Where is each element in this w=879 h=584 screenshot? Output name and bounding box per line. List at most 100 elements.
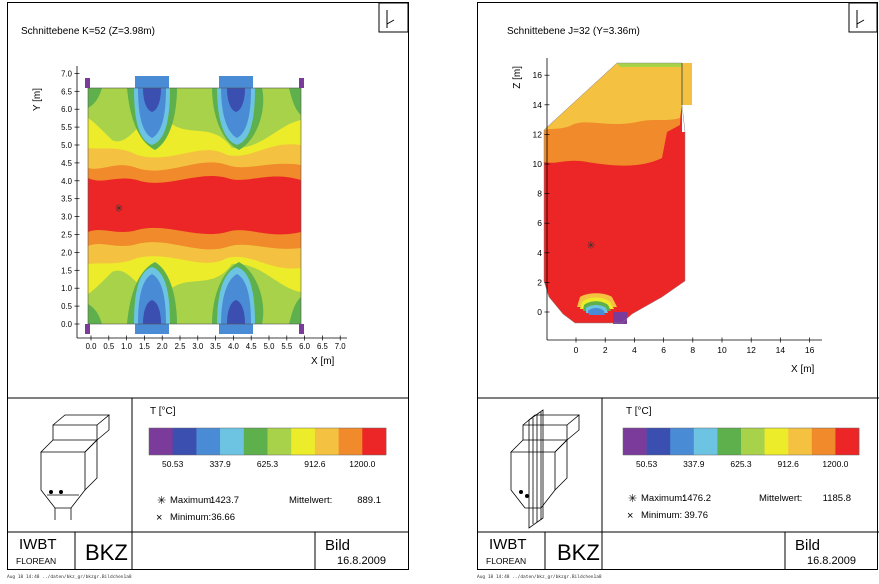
y-tick-label: 7.0 xyxy=(61,69,73,78)
maximum-value: 1476.2 xyxy=(682,493,711,504)
y-tick-label: 4 xyxy=(537,248,542,258)
legend-title: T [°C] xyxy=(626,406,652,417)
colorbar-swatch xyxy=(243,428,268,455)
x-tick-label: 4.5 xyxy=(246,342,258,351)
x-tick-label: 0.0 xyxy=(86,342,98,351)
furnace-sketch-icon xyxy=(40,414,111,520)
y-axis-label: Z [m] xyxy=(512,66,523,89)
org-iwbt: IWBT xyxy=(489,536,527,553)
heatmap-field xyxy=(543,62,692,324)
colorbar-swatch xyxy=(693,428,718,455)
y-tick-label: 3.0 xyxy=(61,213,73,222)
x-tick-label: 2.0 xyxy=(157,342,169,351)
colorbar-swatch xyxy=(314,428,339,455)
mean-label: Mittelwert: xyxy=(289,495,332,506)
x-tick-label: 6.0 xyxy=(299,342,311,351)
y-tick-label: 5.5 xyxy=(61,123,73,132)
colorbar-tick-label: 912.6 xyxy=(778,459,800,469)
y-tick-label: 1.5 xyxy=(61,266,73,275)
x-tick-label: 0.5 xyxy=(103,342,115,351)
x-tick-label: 5.5 xyxy=(281,342,293,351)
left-sheet-svg: Schnittebene K=52 (Z=3.98m) xyxy=(7,2,409,570)
y-tick-label: 0.0 xyxy=(61,320,73,329)
x-tick-label: 2.5 xyxy=(175,342,187,351)
colorbar-swatch xyxy=(670,428,695,455)
org-iwbt: IWBT xyxy=(19,536,57,553)
y-tick-label: 4.0 xyxy=(61,177,73,186)
y-tick-label: 2 xyxy=(537,277,542,287)
y-tick-label: 2.0 xyxy=(61,248,73,257)
x-tick-label: 5.0 xyxy=(264,342,276,351)
maximum-symbol: ✳ xyxy=(157,494,166,507)
x-tick-label: 7.0 xyxy=(335,342,347,351)
y-tick-label: 1.0 xyxy=(61,284,73,293)
y-tick-label: 6 xyxy=(537,218,542,228)
colorbar-swatch xyxy=(149,428,173,455)
colorbar-tick-label: 50.53 xyxy=(636,459,658,469)
right-sheet: Schnittebene J=32 (Y=3.36m) ✳ 0 2 4 6 8 10 12 1… xyxy=(477,0,879,570)
minimum-label: Minimum: xyxy=(641,510,682,521)
x-tick-label: 3.0 xyxy=(192,342,204,351)
y-tick-label: 3.5 xyxy=(61,195,73,204)
colorbar-swatch xyxy=(362,428,387,455)
legend: T [°C] 50.53 337.9 625.3 912.6 1200.0 ✳ Maxi… xyxy=(622,406,860,522)
x-tick-label: 2 xyxy=(603,345,608,355)
x-axis-label: X [m] xyxy=(311,356,335,367)
corner-box xyxy=(848,2,878,33)
colorbar-swatch xyxy=(646,428,671,455)
plot-title: Schnittebene K=52 (Z=3.98m) xyxy=(21,26,155,37)
x-tick-label: 0 xyxy=(574,345,579,355)
org-florean: FLOREAN xyxy=(16,556,56,566)
colorbar-swatch xyxy=(196,428,221,455)
colorbar-tick-label: 912.6 xyxy=(304,459,326,469)
colorbar-swatch xyxy=(338,428,363,455)
maximum-label: Maximum: xyxy=(170,495,214,506)
x-tick-label: 3.5 xyxy=(210,342,222,351)
axes-right: 0 2 4 6 8 10 12 14 16 0 2 4 6 8 10 12 14 16 xyxy=(533,58,822,355)
colorbar: 50.53 337.9 625.3 912.6 1200.0 xyxy=(148,427,387,469)
corner-axis-icon xyxy=(386,10,395,28)
y-tick-label: 6.5 xyxy=(61,87,73,96)
maximum-marker: ✳ xyxy=(114,202,123,215)
corner-box xyxy=(378,2,409,33)
x-tick-label: 12 xyxy=(746,345,756,355)
y-tick-label: 0.5 xyxy=(61,302,73,311)
mean-value: 889.1 xyxy=(357,495,381,506)
maximum-value: 1423.7 xyxy=(210,495,239,506)
minimum-value: 39.76 xyxy=(684,510,708,521)
colorbar-tick-label: 50.53 xyxy=(162,459,184,469)
x-tick-label: 1.0 xyxy=(121,342,133,351)
x-tick-label: 4 xyxy=(632,345,637,355)
colorbar-tick-label: 337.9 xyxy=(683,459,705,469)
footnote-right: Aug 18 14:48 ../daten/bkz_gr/bkzgr.Bildc… xyxy=(477,575,602,580)
y-tick-label: 5.0 xyxy=(61,141,73,150)
y-tick-label: 12 xyxy=(533,129,543,139)
colorbar: 50.53 337.9 625.3 912.6 1200.0 xyxy=(622,427,860,469)
y-tick-label: 14 xyxy=(533,100,543,110)
minimum-label: Minimum: xyxy=(170,512,211,523)
colorbar-swatch xyxy=(220,428,245,455)
colorbar-tick-label: 337.9 xyxy=(209,459,231,469)
colorbar-tick-label: 625.3 xyxy=(730,459,752,469)
project-name: BKZ xyxy=(557,540,600,565)
colorbar-frame xyxy=(148,427,387,456)
furnace-section-sketch-icon xyxy=(510,409,581,529)
colorbar-swatch xyxy=(788,428,813,455)
footnote-left: Aug 18 14:48 ../daten/bkz_gr/bkzgr.Bildc… xyxy=(7,575,132,580)
mean-label: Mittelwert: xyxy=(759,493,802,504)
colorbar-tick-label: 625.3 xyxy=(257,459,279,469)
x-tick-label: 8 xyxy=(690,345,695,355)
x-axis-label: X [m] xyxy=(791,364,815,375)
colorbar-swatch xyxy=(717,428,742,455)
project-name: BKZ xyxy=(85,540,128,565)
colorbar-swatch xyxy=(267,428,292,455)
x-tick-label: 14 xyxy=(776,345,786,355)
maximum-label: Maximum: xyxy=(641,493,685,504)
sheet-frame xyxy=(7,2,409,570)
left-sheet: Schnittebene K=52 (Z=3.98m) xyxy=(7,0,409,570)
y-tick-label: 10 xyxy=(533,159,543,169)
y-tick-label: 0 xyxy=(537,307,542,317)
colorbar-swatch xyxy=(811,428,836,455)
heatmap-field xyxy=(85,76,304,334)
legend-title: T [°C] xyxy=(150,406,176,417)
